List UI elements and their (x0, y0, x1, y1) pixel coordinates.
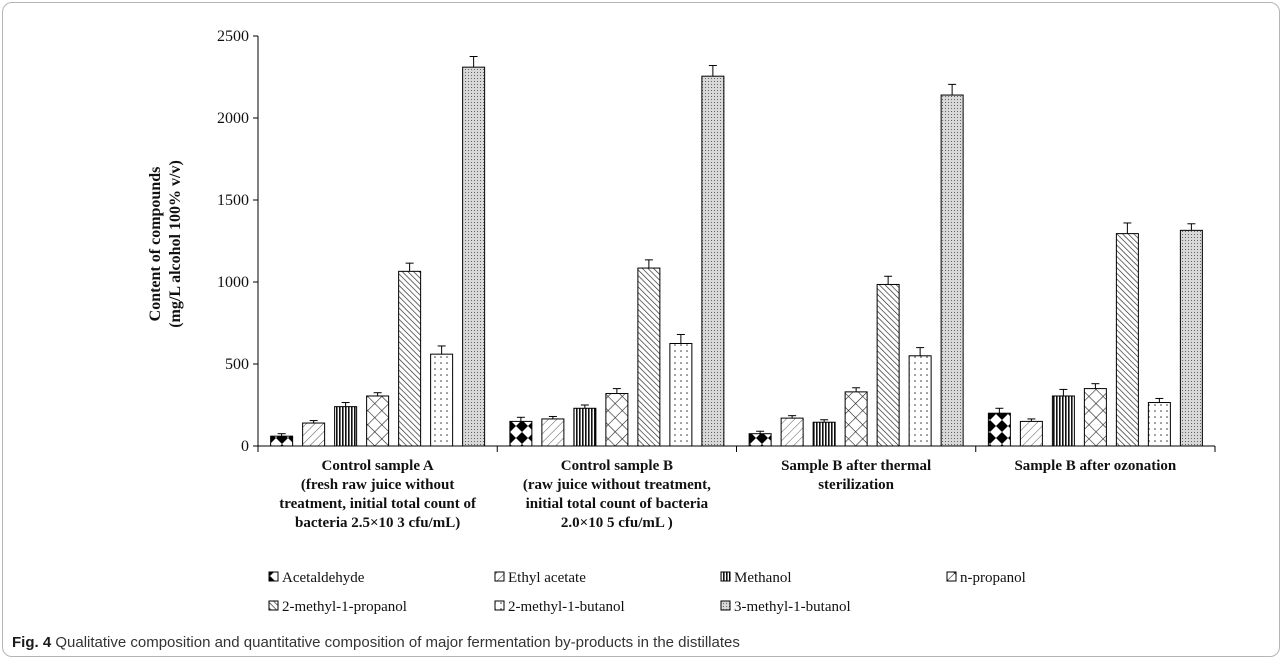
bar (509, 420, 533, 447)
bar (908, 355, 932, 447)
legend-label: 3-methyl-1-butanol (734, 599, 851, 615)
bar (605, 393, 629, 447)
y-tick-label: 500 (225, 356, 249, 373)
bar (876, 283, 900, 447)
bar (1019, 420, 1043, 447)
legend-swatch (720, 600, 731, 611)
legend-label: Methanol (734, 570, 792, 586)
legend-swatch (494, 600, 505, 611)
bar (940, 94, 964, 447)
bar (462, 66, 486, 447)
y-tick-label: 2000 (217, 110, 249, 127)
category-label-line: initial total count of bacteria (526, 496, 709, 512)
bar (780, 417, 804, 447)
legend-label: Ethyl acetate (508, 570, 586, 586)
bar (1115, 233, 1139, 447)
y-tick-label: 0 (241, 438, 249, 455)
y-axis-title-line1: Content of compounds (147, 167, 164, 322)
legend-label: Acetaldehyde (282, 570, 365, 586)
bar (430, 353, 454, 447)
y-tick-label: 1500 (217, 192, 249, 209)
legend-swatch (494, 571, 505, 582)
bar-series (270, 56, 1203, 447)
legend-swatch (946, 571, 957, 582)
legend-label: 2-methyl-1-butanol (508, 599, 625, 615)
bar (573, 407, 597, 447)
category-label-line: sterilization (818, 477, 894, 493)
legend-label: 2-methyl-1-propanol (282, 599, 407, 615)
bar (541, 418, 565, 447)
category-labels: Control sample A (fresh raw juice without… (279, 458, 1177, 531)
bar (1147, 402, 1171, 447)
bar (844, 391, 868, 447)
legend-swatch (720, 571, 731, 582)
y-tick-label: 1000 (217, 274, 249, 291)
category-label-line: bacteria 2.5×10 3 cfu/mL) (295, 515, 460, 531)
bar (637, 267, 661, 447)
bar (812, 421, 836, 447)
y-tick-label: 2500 (217, 28, 249, 45)
bar (398, 270, 422, 447)
category-label-line: Sample B after ozonation (1014, 458, 1176, 474)
bar (1179, 229, 1203, 447)
bar (987, 412, 1011, 447)
caption-label: Fig. 4 (12, 634, 52, 651)
legend-swatch (268, 600, 279, 611)
y-axis-title: Content of compounds (mg/L alcohol 100% … (147, 160, 184, 328)
caption-text: Qualitative composition and quantitative… (55, 634, 740, 651)
bar (1051, 395, 1075, 447)
bar (748, 433, 772, 447)
category-label-line: Sample B after thermal (781, 458, 931, 474)
bar-chart: Content of compounds (mg/L alcohol 100% … (147, 28, 1216, 615)
category-label-line: 2.0×10 5 cfu/mL ) (561, 515, 673, 531)
category-label-line: (fresh raw juice without (301, 477, 454, 493)
legend: Acetaldehyde Ethyl acetate Methanol n-propa… (268, 570, 1026, 615)
bar (270, 435, 294, 447)
category-label-line: treatment, initial total count of (279, 496, 477, 512)
y-axis-title-line2: (mg/L alcohol 100% v/v) (167, 160, 184, 328)
bar (669, 343, 693, 447)
bar (1083, 388, 1107, 447)
legend-label: n-propanol (960, 570, 1026, 586)
category-label-line: Control sample A (322, 458, 434, 474)
category-label-line: Control sample B (561, 458, 673, 474)
bar (302, 422, 326, 447)
legend-swatch (268, 571, 279, 582)
bar (334, 406, 358, 447)
category-label-line: (raw juice without treatment, (523, 477, 711, 493)
bar (701, 75, 725, 447)
figure-caption: Fig. 4 Qualitative composition and quant… (12, 634, 740, 651)
bar (366, 395, 390, 447)
